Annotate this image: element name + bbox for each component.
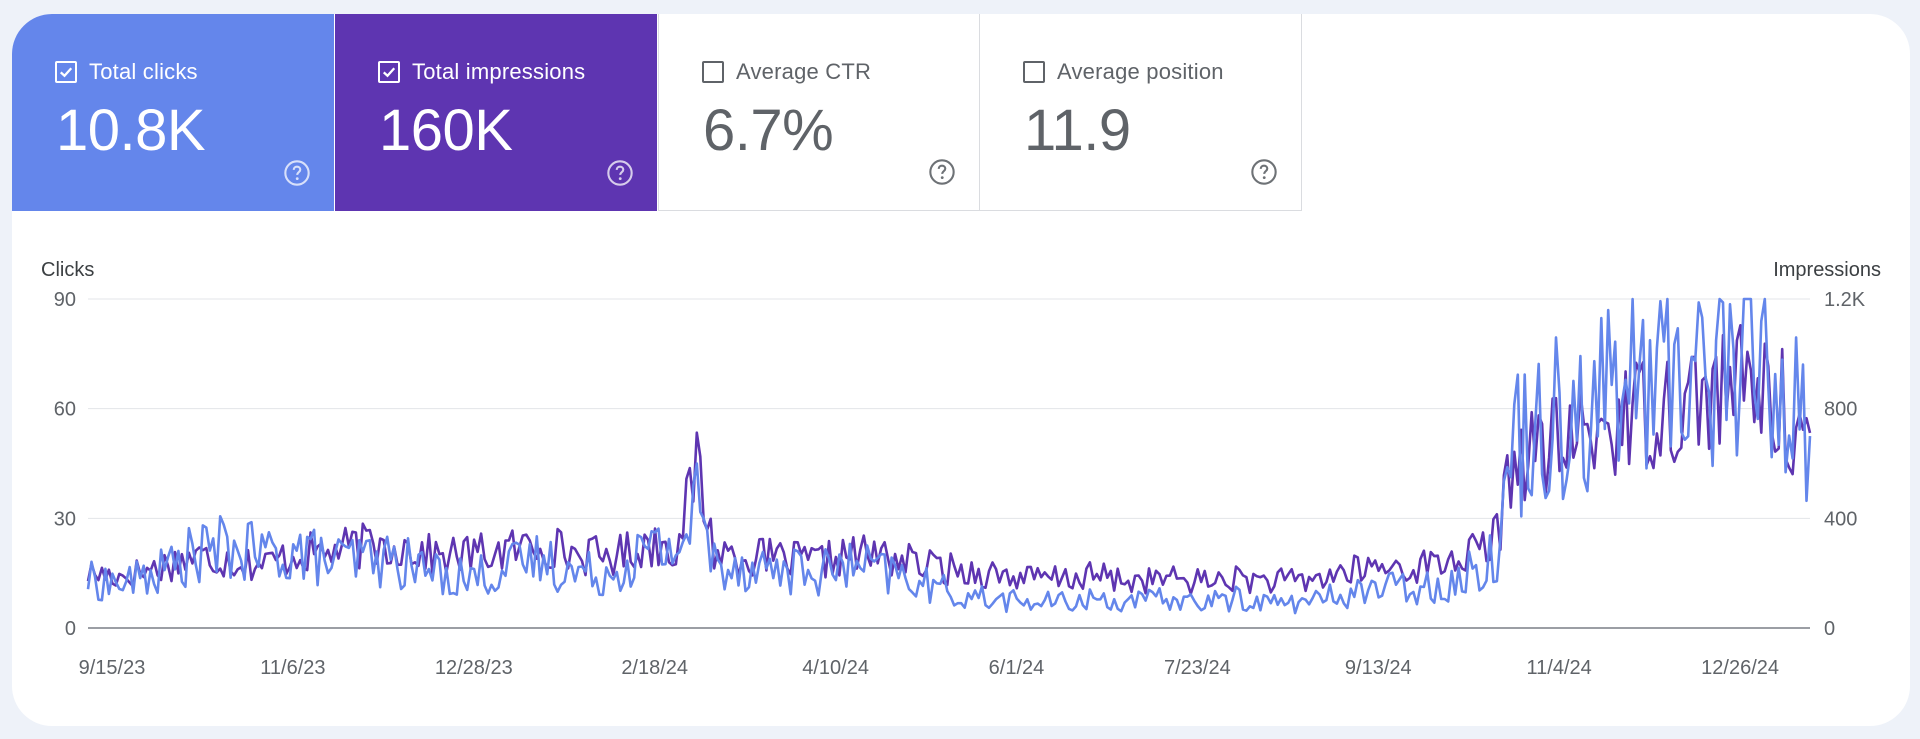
metric-header: Total impressions bbox=[378, 59, 585, 85]
metric-total-impressions[interactable]: Total impressions 160K bbox=[335, 14, 657, 211]
checkbox-unchecked-icon[interactable] bbox=[1023, 61, 1045, 83]
right-tick-label: 0 bbox=[1824, 618, 1835, 640]
metric-label: Total clicks bbox=[89, 59, 198, 84]
performance-card: Total clicks 10.8K Total impressions 160… bbox=[12, 14, 1910, 726]
checkmark-icon bbox=[59, 67, 73, 78]
help-icon[interactable] bbox=[283, 159, 311, 187]
left-tick-label: 30 bbox=[54, 508, 76, 530]
performance-chart: Clicks Impressions 0 30 60 90 0 400 800 1.2K 9… bbox=[12, 14, 1910, 726]
metric-header: Average position bbox=[1023, 59, 1224, 85]
x-tick-label: 12/26/24 bbox=[1701, 657, 1779, 679]
metric-average-position[interactable]: Average position 11.9 bbox=[980, 14, 1302, 211]
x-tick-label: 6/1/24 bbox=[989, 657, 1045, 679]
metric-header: Total clicks bbox=[55, 59, 198, 85]
x-tick-label: 11/6/23 bbox=[260, 657, 325, 679]
x-axis-ticks: 9/15/23 11/6/23 12/28/23 2/18/24 4/10/24 6/1/… bbox=[79, 657, 1779, 679]
x-tick-label: 11/4/24 bbox=[1527, 657, 1592, 679]
right-tick-label: 1.2K bbox=[1824, 289, 1866, 311]
left-axis-ticks: 0 30 60 90 bbox=[54, 289, 1810, 640]
help-icon[interactable] bbox=[606, 159, 634, 187]
x-tick-label: 7/23/24 bbox=[1164, 657, 1231, 679]
x-tick-label: 9/13/24 bbox=[1345, 657, 1412, 679]
chart-svg[interactable]: Clicks Impressions 0 30 60 90 0 400 800 1.2K 9… bbox=[12, 14, 1910, 726]
metric-total-clicks[interactable]: Total clicks 10.8K bbox=[12, 14, 334, 211]
metric-value: 10.8K bbox=[56, 98, 206, 163]
metric-average-ctr[interactable]: Average CTR 6.7% bbox=[658, 14, 980, 211]
right-tick-label: 800 bbox=[1824, 399, 1857, 421]
left-axis-title: Clicks bbox=[41, 259, 94, 281]
right-axis-ticks: 0 400 800 1.2K bbox=[1824, 289, 1866, 640]
metric-value: 160K bbox=[379, 98, 513, 163]
right-axis-title: Impressions bbox=[1773, 259, 1881, 281]
metric-value: 11.9 bbox=[1024, 98, 1131, 163]
help-icon[interactable] bbox=[928, 158, 956, 186]
checkmark-icon bbox=[382, 67, 396, 78]
checkbox-checked-icon[interactable] bbox=[55, 61, 77, 83]
clicks-series-line bbox=[86, 297, 1812, 615]
x-tick-label: 12/28/23 bbox=[435, 657, 513, 679]
metric-header: Average CTR bbox=[702, 59, 871, 85]
metric-label: Average position bbox=[1057, 59, 1224, 84]
left-tick-label: 60 bbox=[54, 399, 76, 421]
x-tick-label: 2/18/24 bbox=[621, 657, 688, 679]
left-tick-label: 0 bbox=[65, 618, 76, 640]
metric-label: Average CTR bbox=[736, 59, 872, 84]
checkbox-unchecked-icon[interactable] bbox=[702, 61, 724, 83]
x-tick-label: 4/10/24 bbox=[802, 657, 869, 679]
x-tick-label: 9/15/23 bbox=[79, 657, 146, 679]
left-tick-label: 90 bbox=[54, 289, 76, 311]
right-tick-label: 400 bbox=[1824, 508, 1857, 530]
help-icon[interactable] bbox=[1250, 158, 1278, 186]
metric-label: Total impressions bbox=[412, 59, 586, 84]
checkbox-checked-icon[interactable] bbox=[378, 61, 400, 83]
series-lines bbox=[86, 297, 1812, 615]
metric-value: 6.7% bbox=[703, 98, 834, 163]
